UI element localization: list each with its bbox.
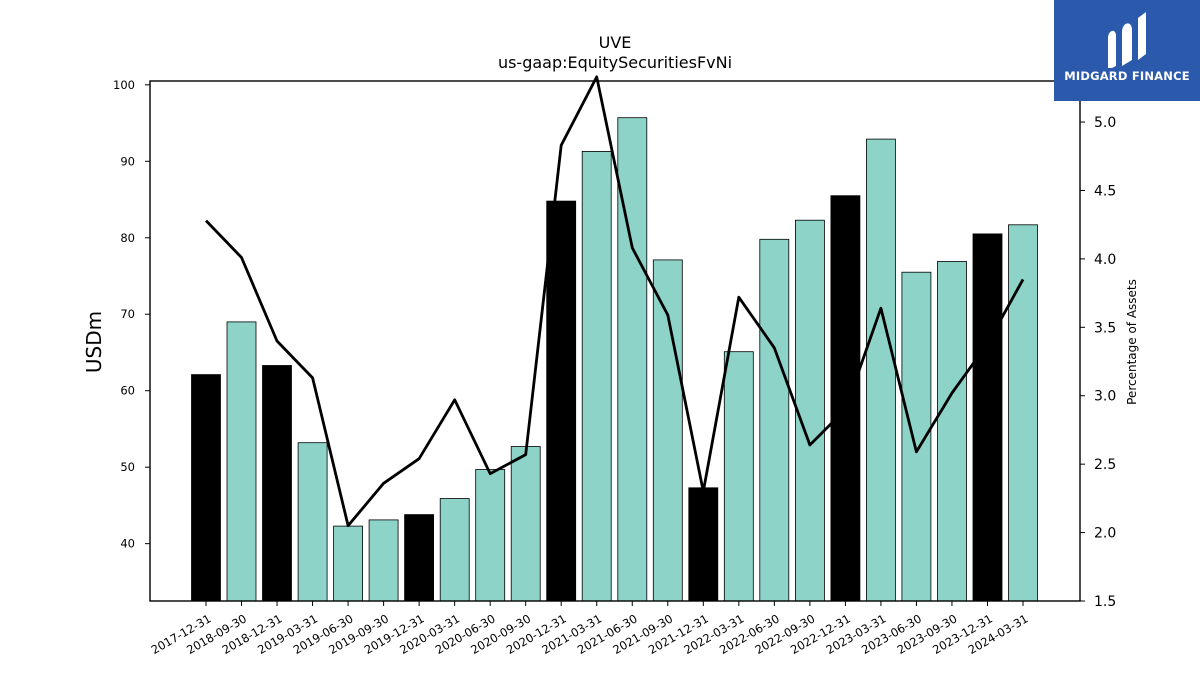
y-tick-label-right-2: 2.0 [1094, 526, 1116, 542]
y-tick-label-right-2.5: 2.5 [1094, 457, 1116, 473]
bar-2024-03-31 [1008, 224, 1038, 602]
y-tick-label-left-90: 90 [120, 154, 135, 168]
bars-layer [191, 117, 1038, 602]
y-tick-label-right-4: 4.0 [1094, 252, 1116, 268]
bar-2021-12-31 [688, 487, 719, 602]
bar-2019-06-30 [333, 525, 364, 602]
bar-2022-03-31 [723, 351, 754, 602]
bar-2021-06-30 [617, 117, 648, 602]
logo-text: MIDGARD FINANCE [1064, 69, 1190, 83]
plot-frame [149, 80, 1081, 602]
bar-2021-09-30 [652, 259, 683, 602]
bar-2020-06-30 [475, 469, 506, 602]
y-tick-label-left-100: 100 [113, 78, 135, 92]
bar-2020-03-31 [439, 498, 470, 602]
chart-subtitle: us-gaap:EquitySecuritiesFvNi [498, 53, 732, 72]
y-tick-label-right-4.5: 4.5 [1094, 183, 1116, 199]
y-axis-label-right: Percentage of Assets [1125, 279, 1139, 405]
bar-2021-03-31 [581, 150, 612, 602]
bar-2023-12-31 [972, 233, 1003, 602]
bar-2018-09-30 [226, 321, 257, 602]
y-tick-label-right-1.5: 1.5 [1094, 594, 1116, 610]
y-tick-label-right-3: 3.0 [1094, 389, 1116, 405]
bar-2023-03-31 [866, 138, 896, 602]
midgard-finance-logo: MIDGARD FINANCE [1054, 0, 1200, 101]
y-tick-label-left-40: 40 [120, 537, 135, 551]
bar-2022-12-31 [830, 195, 861, 602]
bar-2023-09-30 [937, 261, 967, 602]
y-tick-label-left-80: 80 [120, 231, 135, 245]
bar-2019-03-31 [297, 442, 328, 602]
bar-2022-06-30 [759, 238, 790, 602]
y-tick-label-right-3.5: 3.5 [1094, 320, 1116, 336]
bar-2017-12-31 [191, 374, 221, 602]
bar-2020-12-31 [546, 200, 577, 602]
y-tick-label-left-70: 70 [120, 307, 135, 321]
line-layer [204, 75, 1025, 528]
y-tick-label-left-50: 50 [120, 460, 135, 474]
midgard-logo-icon [1108, 12, 1146, 68]
y-tick-label-right-5: 5.0 [1094, 115, 1116, 131]
chart-title: UVE [599, 33, 632, 52]
y-tick-label-left-60: 60 [120, 384, 135, 398]
bar-2022-09-30 [795, 219, 825, 602]
bar-2020-09-30 [510, 446, 541, 602]
bar-2018-12-31 [262, 365, 292, 602]
y-axis-label-left: USDm [82, 311, 106, 373]
bar-2019-12-31 [404, 514, 435, 602]
percentage-of-assets-line [204, 75, 1025, 528]
bar-2019-09-30 [368, 519, 399, 602]
